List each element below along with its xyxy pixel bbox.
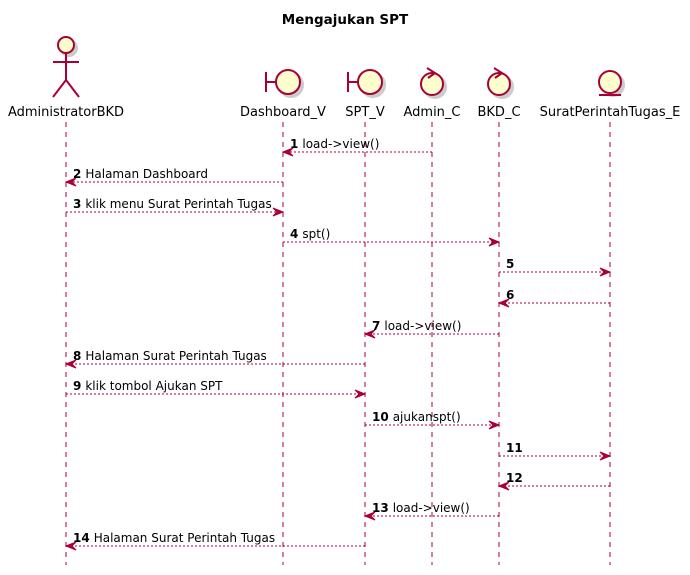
participant-label: SPT_V [345, 105, 385, 120]
message-text: Halaman Surat Perintah Tugas [85, 349, 266, 363]
arrow-head [64, 177, 77, 187]
message-number: 13 [372, 501, 389, 515]
message-label: 7 load->view() [372, 319, 461, 333]
control-arrow [426, 67, 437, 79]
message-label: 3 klik menu Surat Perintah Tugas [73, 197, 272, 211]
boundary-bar [347, 72, 358, 92]
message-label: 14 Halaman Surat Perintah Tugas [73, 531, 275, 545]
arrow-head [363, 511, 376, 521]
message-14: 14 Halaman Surat Perintah Tugas [64, 531, 365, 551]
message-text: spt() [302, 227, 330, 241]
arrow-head [497, 298, 510, 308]
message-7: 7 load->view() [363, 319, 499, 339]
message-1: 1 load->view() [281, 137, 432, 157]
message-text: Halaman Dashboard [85, 167, 208, 181]
arrow-head [488, 237, 501, 247]
message-4: 4 spt() [283, 227, 501, 247]
participant-label: BKD_C [477, 105, 520, 120]
message-label: 2 Halaman Dashboard [73, 167, 208, 181]
message-number: 9 [73, 379, 81, 393]
message-number: 7 [372, 319, 380, 333]
message-label: 13 load->view() [372, 501, 470, 515]
arrow-head [599, 451, 612, 461]
message-text: load->view() [384, 319, 461, 333]
message-number: 14 [73, 531, 90, 545]
message-12: 12 [497, 471, 610, 491]
message-label: 5 [506, 257, 514, 271]
message-label: 4 spt() [290, 227, 330, 241]
actor-body [52, 53, 80, 98]
message-text: ajukanspt() [393, 410, 461, 424]
actor-head [57, 36, 75, 54]
participant-label: SuratPerintahTugas_E [540, 105, 681, 120]
message-label: 8 Halaman Surat Perintah Tugas [73, 349, 267, 363]
message-number: 5 [506, 257, 514, 271]
participant-administratorbkd: AdministratorBKD [8, 36, 124, 120]
arrow-head [599, 267, 612, 277]
message-number: 8 [73, 349, 81, 363]
message-number: 10 [372, 410, 389, 424]
message-8: 8 Halaman Surat Perintah Tugas [64, 349, 365, 369]
message-6: 6 [497, 288, 610, 308]
arrow-head [497, 481, 510, 491]
message-number: 12 [506, 471, 523, 485]
message-number: 11 [506, 441, 523, 455]
message-number: 6 [506, 288, 514, 302]
participant-spt_v: SPT_V [345, 69, 386, 120]
control-circle [420, 72, 444, 96]
message-text: Halaman Surat Perintah Tugas [94, 531, 275, 545]
message-text: load->view() [302, 137, 379, 151]
message-label: 12 [506, 471, 523, 485]
participant-bkd_c: BKD_C [477, 67, 521, 120]
message-number: 1 [290, 137, 298, 151]
diagram-title: Mengajukan SPT [282, 12, 409, 28]
message-label: 9 klik tombol Ajukan SPT [73, 379, 223, 393]
participant-admin_c: Admin_C [403, 67, 461, 120]
message-label: 10 ajukanspt() [372, 410, 461, 424]
control-arrow [493, 67, 504, 79]
control-circle [487, 72, 511, 96]
arrow-head [354, 389, 367, 399]
arrow-head [281, 147, 294, 157]
arrow-head [363, 329, 376, 339]
message-3: 3 klik menu Surat Perintah Tugas [66, 197, 285, 217]
entity-circle [598, 70, 622, 94]
participant-label: Dashboard_V [240, 105, 326, 120]
participant-suratperintahtugas_e: SuratPerintahTugas_E [540, 70, 681, 120]
boundary-circle [275, 69, 301, 95]
message-text: klik menu Surat Perintah Tugas [85, 197, 271, 211]
boundary-circle [357, 69, 383, 95]
participant-dashboard_v: Dashboard_V [240, 69, 326, 120]
arrow-head [272, 207, 285, 217]
message-10: 10 ajukanspt() [365, 410, 501, 430]
message-13: 13 load->view() [363, 501, 499, 521]
message-5: 5 [499, 257, 612, 277]
message-number: 3 [73, 197, 81, 211]
message-number: 2 [73, 167, 81, 181]
boundary-bar [265, 72, 276, 92]
arrow-head [64, 359, 77, 369]
message-label: 11 [506, 441, 523, 455]
message-number: 4 [290, 227, 298, 241]
participant-label: AdministratorBKD [8, 105, 124, 120]
arrow-head [64, 541, 77, 551]
message-text: load->view() [393, 501, 470, 515]
message-9: 9 klik tombol Ajukan SPT [66, 379, 367, 399]
message-2: 2 Halaman Dashboard [64, 167, 283, 187]
participant-label: Admin_C [403, 105, 460, 120]
message-text: klik tombol Ajukan SPT [85, 379, 223, 393]
arrow-head [488, 420, 501, 430]
message-11: 11 [499, 441, 612, 461]
message-label: 1 load->view() [290, 137, 379, 151]
message-label: 6 [506, 288, 514, 302]
